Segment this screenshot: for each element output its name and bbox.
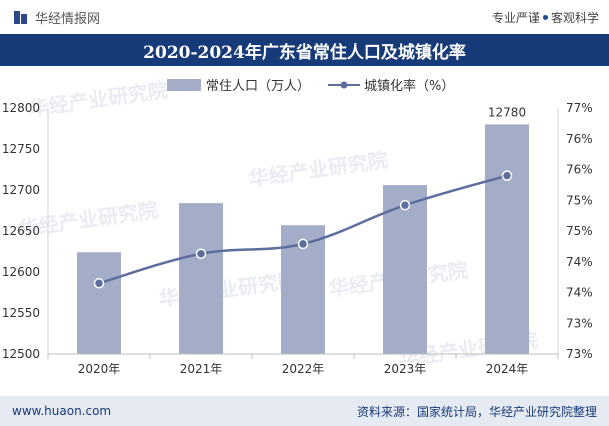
header: 华经情报网 专业严谨 客观科学 bbox=[0, 0, 609, 34]
line-point-2023年 bbox=[399, 199, 411, 211]
logo-icon bbox=[14, 10, 29, 25]
line-point-2020年 bbox=[93, 278, 105, 289]
legend-swatch-marker bbox=[340, 81, 348, 89]
website-link[interactable]: www.huaon.com bbox=[12, 404, 112, 418]
legend-label-bar: 常住人口（万人） bbox=[206, 79, 310, 94]
line-series bbox=[93, 170, 513, 289]
left-axis: 12500 12550 12600 12650 12700 12750 12800 bbox=[2, 101, 49, 361]
right-axis: 73% 73% 74% 74% 75% 75% 76% 76% 77% bbox=[557, 101, 593, 361]
x-tick-label: 2021年 bbox=[180, 362, 223, 376]
right-tick-label: 73% bbox=[566, 316, 593, 330]
watermark-text: 华经产业研究院 bbox=[157, 268, 299, 311]
x-tick-label: 2022年 bbox=[282, 362, 325, 376]
source-note: 资料来源：国家统计局，华经产业研究院整理 bbox=[356, 404, 597, 419]
bar-2021年 bbox=[179, 203, 223, 354]
right-tick-label: 75% bbox=[566, 193, 593, 207]
left-tick-label: 12550 bbox=[2, 306, 40, 320]
footer: www.huaon.com 资料来源：国家统计局，华经产业研究院整理 bbox=[0, 396, 609, 426]
left-tick-label: 12800 bbox=[2, 101, 40, 115]
right-tick-label: 77% bbox=[566, 101, 593, 115]
x-tick-label: 2020年 bbox=[78, 362, 121, 376]
bar-2024年 bbox=[485, 124, 529, 355]
right-tick-label: 76% bbox=[566, 163, 593, 177]
right-tick-label: 74% bbox=[566, 286, 593, 300]
bar-2023年 bbox=[383, 185, 427, 354]
bar-2020年 bbox=[77, 252, 121, 354]
right-tick-label: 74% bbox=[566, 255, 593, 269]
brand[interactable]: 华经情报网 bbox=[14, 8, 100, 27]
line-point-2021年 bbox=[195, 248, 207, 260]
left-tick-label: 12700 bbox=[2, 183, 40, 197]
left-tick-label: 12650 bbox=[2, 224, 40, 238]
right-tick-label: 76% bbox=[566, 132, 593, 146]
right-tick-label: 73% bbox=[566, 347, 593, 361]
watermark-text: 华经产业研究院 bbox=[247, 148, 389, 191]
legend-label-line: 城镇化率（%） bbox=[364, 78, 454, 94]
line-point-2022年 bbox=[297, 238, 309, 250]
left-tick-label: 12600 bbox=[2, 265, 40, 279]
line-point-2024年 bbox=[501, 170, 513, 181]
x-tick-label: 2023年 bbox=[384, 362, 427, 376]
legend-swatch-bar bbox=[167, 79, 201, 91]
dot-separator-icon bbox=[542, 14, 548, 20]
watermark-text: 华经产业研究院 bbox=[27, 78, 169, 121]
left-tick-label: 12500 bbox=[2, 347, 40, 361]
slogan-right: 客观科学 bbox=[550, 10, 599, 25]
chart: 华经产业研究院华经产业研究院华经产业研究院华经产业研究院华经产业研究院华经产业研… bbox=[2, 78, 593, 376]
x-axis: 2020年 2021年 2022年 2023年 2024年 bbox=[47, 353, 559, 376]
right-tick-label: 75% bbox=[566, 224, 593, 238]
slogan: 专业严谨 客观科学 bbox=[492, 9, 599, 26]
brand-name: 华经情报网 bbox=[35, 11, 101, 27]
x-tick-label: 2024年 bbox=[486, 362, 529, 376]
title-bar: 2020-2024年广东省常住人口及城镇化率 bbox=[0, 34, 609, 66]
slogan-left: 专业严谨 bbox=[491, 10, 540, 25]
left-tick-label: 12750 bbox=[2, 142, 40, 156]
data-label: 12780 bbox=[488, 105, 526, 119]
data-labels: 12780 bbox=[488, 105, 526, 119]
legend: 常住人口（万人） 城镇化率（%） bbox=[167, 78, 454, 94]
chart-title: 2020-2024年广东省常住人口及城镇化率 bbox=[143, 42, 466, 63]
